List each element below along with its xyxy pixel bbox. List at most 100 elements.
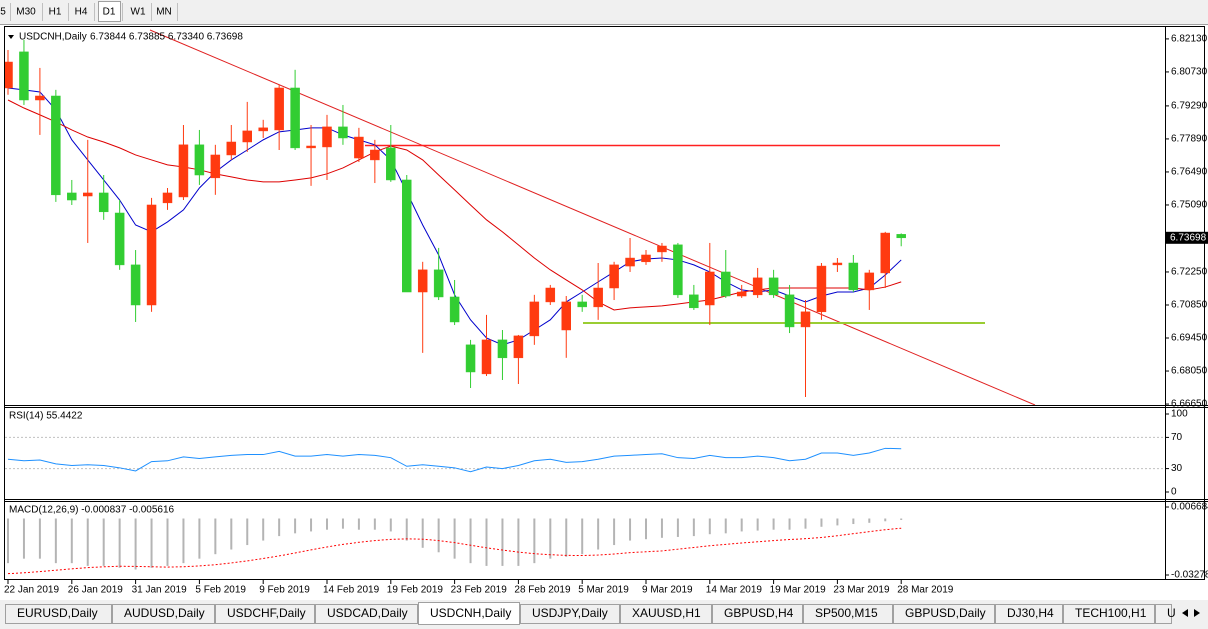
candle-body (370, 149, 380, 161)
x-tick-label: 14 Mar 2019 (706, 585, 763, 596)
x-tick-label: 26 Jan 2019 (68, 585, 123, 596)
candle-body (35, 95, 45, 101)
candle-body (210, 154, 221, 179)
y-tick-label: 70 (1171, 432, 1183, 443)
tab-label[interactable]: AUDUSD,Daily (124, 606, 205, 620)
candle-body (290, 87, 300, 149)
candle-body (609, 264, 619, 289)
y-tick-label: 6.79290 (1171, 101, 1208, 112)
tab (520, 604, 620, 624)
candle-body (83, 192, 93, 197)
x-tick-label: 14 Feb 2019 (323, 585, 380, 596)
candle-body (114, 212, 125, 266)
y-tick-label: 6.77890 (1171, 134, 1208, 145)
candle-body (338, 126, 348, 139)
candle-body (130, 264, 141, 306)
candle-body (721, 271, 731, 297)
tab-label[interactable]: GBPUSD,H4 (724, 606, 794, 620)
candle-body (146, 204, 157, 306)
x-tick-label: 9 Feb 2019 (259, 585, 310, 596)
y-tick-label: 6.80730 (1171, 67, 1208, 78)
candle-body (625, 257, 635, 267)
x-tick-label: 19 Feb 2019 (387, 585, 444, 596)
x-tick-label: 19 Mar 2019 (770, 585, 827, 596)
signal-line (7, 527, 902, 575)
chart-title: USDCNH,Daily (19, 32, 87, 43)
timeframe-button[interactable]: MN (156, 7, 172, 18)
tab (893, 604, 995, 624)
candle-body (51, 95, 61, 196)
chart-frame (4, 26, 1205, 580)
indicator-line (7, 447, 902, 473)
tab (803, 604, 893, 624)
candle-body (178, 144, 189, 198)
price-plot (5, 39, 906, 397)
tab-label[interactable]: EURUSD,Daily (17, 606, 98, 620)
timeframe-button[interactable]: H4 (75, 7, 88, 18)
tab (620, 604, 712, 624)
candle-body (402, 179, 412, 293)
candle-body (481, 339, 492, 375)
y-tick-label: 0 (1171, 487, 1177, 498)
toolbar (0, 0, 1208, 25)
y-tick-label: -0.03278 (1171, 570, 1208, 581)
last-price-label: 6.73698 (1170, 232, 1207, 243)
tab (215, 604, 315, 624)
tab-label[interactable]: USDCAD,Daily (327, 606, 408, 620)
candle-body (513, 335, 524, 359)
timeframe-button[interactable]: W1 (131, 7, 146, 18)
candle-body (529, 301, 540, 337)
tab-label[interactable]: USDJPY,Daily (532, 606, 608, 620)
candle-body (497, 339, 508, 359)
candle-body (689, 294, 699, 309)
tab-active (418, 602, 520, 625)
candle-body (752, 277, 763, 296)
candle-body (577, 301, 587, 308)
x-tick-label: 28 Feb 2019 (514, 585, 571, 596)
candle-body (896, 234, 906, 239)
tab-label[interactable]: USDCNH,Daily (430, 606, 511, 620)
tab-label[interactable]: USDCHF,Daily (227, 606, 306, 620)
tab-label[interactable]: TECH100,H1 (1075, 606, 1147, 620)
tab-scroll-left[interactable] (1182, 609, 1188, 617)
timeframe-button[interactable]: 5 (0, 7, 6, 18)
candle-body (433, 269, 444, 298)
tab-label[interactable]: DJ30,H4 (1007, 606, 1054, 620)
y-tick-label: 6.82130 (1171, 34, 1208, 45)
candle-body (545, 287, 556, 303)
y-tick-label: 6.66650 (1171, 399, 1208, 410)
candle-body (162, 192, 173, 204)
tab (712, 604, 803, 624)
moving-average (7, 99, 902, 311)
candle-body (848, 262, 859, 291)
candle-body (226, 141, 237, 156)
candle-body (832, 262, 843, 266)
y-tick-label: 6.75090 (1171, 200, 1208, 211)
candle-body (816, 265, 827, 313)
candle-body (67, 192, 77, 201)
candle-body (354, 136, 364, 159)
tab-label[interactable]: XAUUSD,H1 (632, 606, 701, 620)
candle-body (864, 272, 875, 291)
timeframe-button[interactable]: M30 (16, 7, 36, 18)
candle-body (242, 130, 252, 143)
y-tick-label: 6.70850 (1171, 300, 1208, 311)
candle-body (736, 291, 747, 297)
timeframe-button[interactable]: D1 (103, 7, 116, 18)
tab-label[interactable]: SP500,M15 (815, 606, 878, 620)
collapse-icon[interactable] (8, 35, 14, 39)
tab-label[interactable]: GBPUSD,Daily (905, 606, 986, 620)
y-tick-label: 6.69450 (1171, 333, 1208, 344)
candle-body (880, 232, 890, 274)
candle-body (768, 277, 779, 296)
timeframe-button[interactable]: H1 (49, 7, 62, 18)
tab-scroll-right[interactable] (1194, 609, 1200, 617)
candle-body (465, 344, 476, 373)
candle-body (784, 294, 795, 328)
candle-body (449, 296, 460, 323)
x-tick-label: 5 Feb 2019 (195, 585, 246, 596)
candle-body (417, 269, 428, 293)
last-price-box (1166, 231, 1208, 244)
tab-label[interactable]: U (1167, 606, 1176, 620)
timeframe-active (98, 1, 121, 22)
